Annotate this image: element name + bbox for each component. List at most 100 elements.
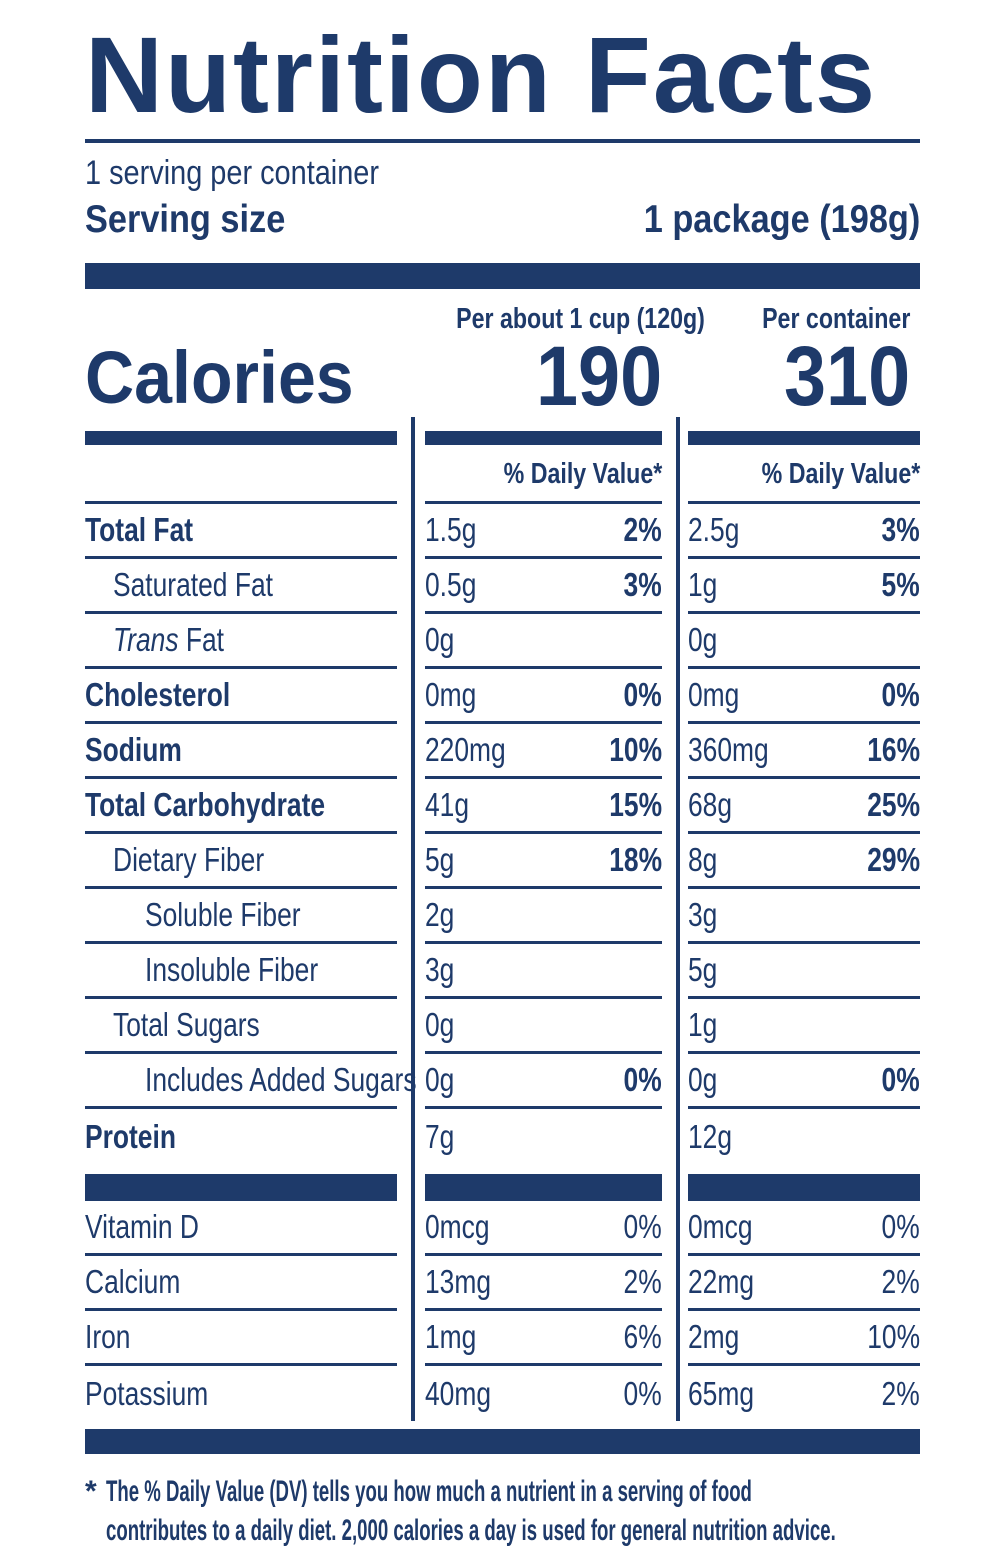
- calories-underline-bar-middle: [425, 431, 662, 446]
- amount-per-serving: 5g: [425, 841, 455, 879]
- amount-per-serving: 13mg: [425, 1263, 492, 1301]
- nutrient-name-cell: Protein: [85, 1109, 397, 1164]
- daily-value-per-container: 2%: [881, 1374, 920, 1412]
- daily-value-per-serving: 0%: [623, 676, 662, 714]
- nutrient-name-cell: Sodium: [85, 724, 397, 780]
- amount-per-container: 2mg: [688, 1318, 740, 1356]
- calories-per-serving: 190: [413, 329, 678, 424]
- nutrient-name-cell: Potassium: [85, 1366, 397, 1421]
- daily-value-per-container: 3%: [881, 511, 920, 549]
- page-title: Nutrition Facts: [85, 14, 878, 135]
- amount-per-serving: 0g: [425, 621, 455, 659]
- serving-size-row: Serving size 1 package (198g): [85, 198, 920, 243]
- footnote-line1: The % Daily Value (DV) tells you how muc…: [106, 1475, 752, 1509]
- amount-per-container: 360mg: [688, 731, 769, 769]
- nutrient-per-container-cell: 0g: [688, 614, 920, 670]
- daily-value-per-container: 0%: [881, 1061, 920, 1099]
- calories-underline-bar-right: [688, 431, 920, 446]
- nutrient-name: Cholesterol: [85, 676, 231, 714]
- daily-value-header-text: % Daily Value*: [503, 458, 662, 491]
- amount-per-serving: 7g: [425, 1117, 455, 1155]
- amount-per-container: 22mg: [688, 1263, 755, 1301]
- nutrient-name-cell: Cholesterol: [85, 669, 397, 725]
- calories-row: Calories 190 310: [85, 329, 920, 424]
- nutrient-per-container-cell: 12g: [688, 1109, 920, 1164]
- nutrient-per-container-cell: 2mg 10%: [688, 1311, 920, 1367]
- daily-value-header-text: % Daily Value*: [761, 458, 920, 491]
- nutrient-name-cell: Calcium: [85, 1256, 397, 1312]
- daily-value-per-serving: 10%: [609, 731, 662, 769]
- nutrient-name-cell: Insoluble Fiber: [85, 944, 397, 1000]
- nutrient-per-serving-cell: 0g: [425, 999, 662, 1055]
- nutrient-name-cell: Total Fat: [85, 504, 397, 560]
- nutrient-row: Insoluble Fiber 3g 5g: [85, 944, 920, 1000]
- daily-value-per-serving: 0%: [623, 1061, 662, 1099]
- title-divider: [85, 138, 920, 143]
- amount-per-serving: 41g: [425, 786, 470, 824]
- nutrient-row: Protein 7g 12g: [85, 1109, 920, 1164]
- amount-per-serving: 3g: [425, 951, 455, 989]
- amount-per-container: 0g: [688, 1061, 718, 1099]
- top-thick-bar: [85, 262, 920, 289]
- amount-per-container: 1g: [688, 1006, 718, 1044]
- amount-per-container: 0mg: [688, 676, 740, 714]
- nutrient-per-container-cell: 65mg 2%: [688, 1366, 920, 1421]
- calories-per-container: 310: [678, 334, 920, 418]
- nutrient-row: Dietary Fiber 5g 18% 8g 29%: [85, 834, 920, 890]
- nutrient-name: Trans Fat: [113, 621, 225, 659]
- nutrient-name: Calcium: [85, 1263, 181, 1301]
- nutrient-name: Soluble Fiber: [145, 896, 301, 934]
- column-divider-1: [411, 417, 415, 1422]
- nutrient-name: Iron: [85, 1318, 131, 1356]
- nutrient-name-cell: Soluble Fiber: [85, 889, 397, 945]
- nutrient-name-cell: Dietary Fiber: [85, 834, 397, 890]
- vitamins-separator-bars: [85, 1174, 920, 1202]
- vitamins-separator-bar-middle: [425, 1174, 662, 1202]
- nutrient-name: Saturated Fat: [113, 566, 273, 604]
- daily-value-per-serving: 3%: [623, 566, 662, 604]
- per-serving-column-header-text: Per about 1 cup (120g): [456, 302, 705, 335]
- nutrient-row: Calcium 13mg 2% 22mg 2%: [85, 1256, 920, 1312]
- servings-per-container: 1 serving per container: [85, 154, 920, 192]
- nutrient-name: Total Carbohydrate: [85, 786, 326, 824]
- daily-value-footnote: * The % Daily Value (DV) tells you how m…: [85, 1472, 920, 1550]
- nutrient-row: Vitamin D 0mcg 0% 0mcg 0%: [85, 1201, 920, 1257]
- footnote-asterisk: *: [85, 1475, 97, 1509]
- nutrient-name: Insoluble Fiber: [145, 951, 319, 989]
- calories-label-text: Calories: [85, 336, 354, 420]
- nutrient-name: Dietary Fiber: [113, 841, 265, 879]
- daily-value-header-per-container: % Daily Value*: [688, 445, 920, 505]
- per-serving-column-header: Per about 1 cup (120g): [413, 303, 705, 336]
- nutrient-name-cell: Iron: [85, 1311, 397, 1367]
- footnote-line2: contributes to a daily diet. 2,000 calor…: [106, 1514, 836, 1548]
- vitamins-separator-bar-right: [688, 1174, 920, 1202]
- amount-per-container: 68g: [688, 786, 733, 824]
- nutrient-per-serving-cell: 0g: [425, 614, 662, 670]
- amount-per-container: 0mcg: [688, 1208, 753, 1246]
- column-headers-row: Per about 1 cup (120g) Per container: [85, 303, 920, 336]
- calories-per-serving-value: 190: [535, 329, 662, 424]
- nutrient-name-cell: Total Carbohydrate: [85, 779, 397, 835]
- nutrient-per-serving-cell: 1mg 6%: [425, 1311, 662, 1367]
- nutrient-per-container-cell: 0mcg 0%: [688, 1201, 920, 1257]
- amount-per-serving: 1mg: [425, 1318, 477, 1356]
- nutrient-row: Trans Fat 0g 0g: [85, 614, 920, 670]
- daily-value-per-container: 16%: [867, 731, 920, 769]
- nutrient-per-container-cell: 0g 0%: [688, 1054, 920, 1110]
- daily-value-per-container: 5%: [881, 566, 920, 604]
- amount-per-container: 0g: [688, 621, 718, 659]
- nutrient-name: Vitamin D: [85, 1208, 199, 1246]
- amount-per-container: 8g: [688, 841, 718, 879]
- daily-value-per-container: 2%: [881, 1263, 920, 1301]
- amount-per-container: 12g: [688, 1117, 733, 1155]
- amount-per-container: 3g: [688, 896, 718, 934]
- nutrient-per-serving-cell: 2g: [425, 889, 662, 945]
- nutrient-row: Cholesterol 0mg 0% 0mg 0%: [85, 669, 920, 725]
- nutrient-per-container-cell: 5g: [688, 944, 920, 1000]
- daily-value-per-serving: 2%: [623, 1263, 662, 1301]
- nutrient-per-container-cell: 2.5g 3%: [688, 504, 920, 560]
- nutrient-per-container-cell: 22mg 2%: [688, 1256, 920, 1312]
- nutrient-per-container-cell: 0mg 0%: [688, 669, 920, 725]
- column-header-spacer: [85, 303, 413, 336]
